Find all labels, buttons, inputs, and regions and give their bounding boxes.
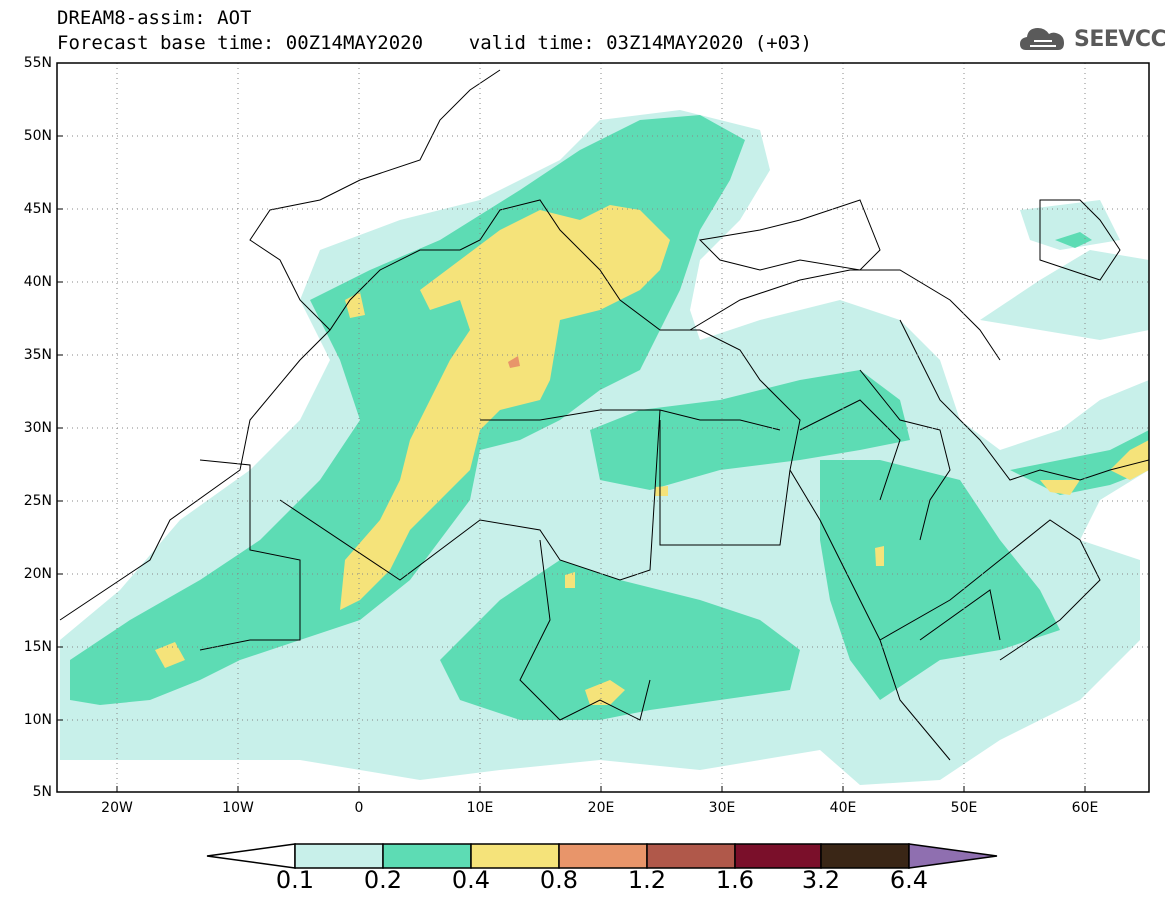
lon-label: 40E (829, 800, 857, 816)
aot-level-0.4 (340, 205, 670, 610)
lat-label: 15N (23, 639, 52, 655)
aot-level-0.8 (508, 356, 520, 368)
colorbar-label: 3.2 (801, 866, 841, 894)
colorbar-label: 0.8 (539, 866, 579, 894)
lat-label: 5N (32, 784, 52, 800)
lon-label: 60E (1071, 800, 1099, 816)
lon-label: 10E (466, 800, 494, 816)
aot-field (57, 63, 1149, 792)
colorbar-label: 0.4 (451, 866, 491, 894)
lat-label: 30N (23, 420, 52, 436)
lon-label: 50E (950, 800, 978, 816)
lon-label: 20W (101, 800, 133, 816)
colorbar-label: 0.2 (363, 866, 403, 894)
lat-label: 40N (23, 274, 52, 290)
lat-label: 25N (23, 493, 52, 509)
colorbar-label: 6.4 (889, 866, 929, 894)
colorbar-label: 0.1 (275, 866, 315, 894)
gridlines (57, 63, 1149, 792)
lat-label: 10N (23, 712, 52, 728)
lon-label: 10W (222, 800, 254, 816)
lon-label: 20E (587, 800, 615, 816)
colorbar-label: 1.6 (715, 866, 755, 894)
lat-label: 20N (23, 566, 52, 582)
lat-label: 45N (23, 201, 52, 217)
forecast-time-subtitle: Forecast base time: 00Z14MAY2020 valid t… (57, 32, 812, 54)
lon-label: 30E (708, 800, 736, 816)
map-title: DREAM8-assim: AOT (57, 7, 252, 29)
axis-ticks (57, 135, 1086, 792)
logo-text: SEEVCCC (1074, 27, 1165, 52)
lat-label: 35N (23, 347, 52, 363)
coastlines (59, 69, 1149, 761)
colorbar-label: 1.2 (627, 866, 667, 894)
cloud-logo-icon (1020, 28, 1064, 50)
lat-label: 55N (23, 55, 52, 71)
lon-label: 0 (354, 800, 364, 816)
lat-label: 50N (23, 128, 52, 144)
